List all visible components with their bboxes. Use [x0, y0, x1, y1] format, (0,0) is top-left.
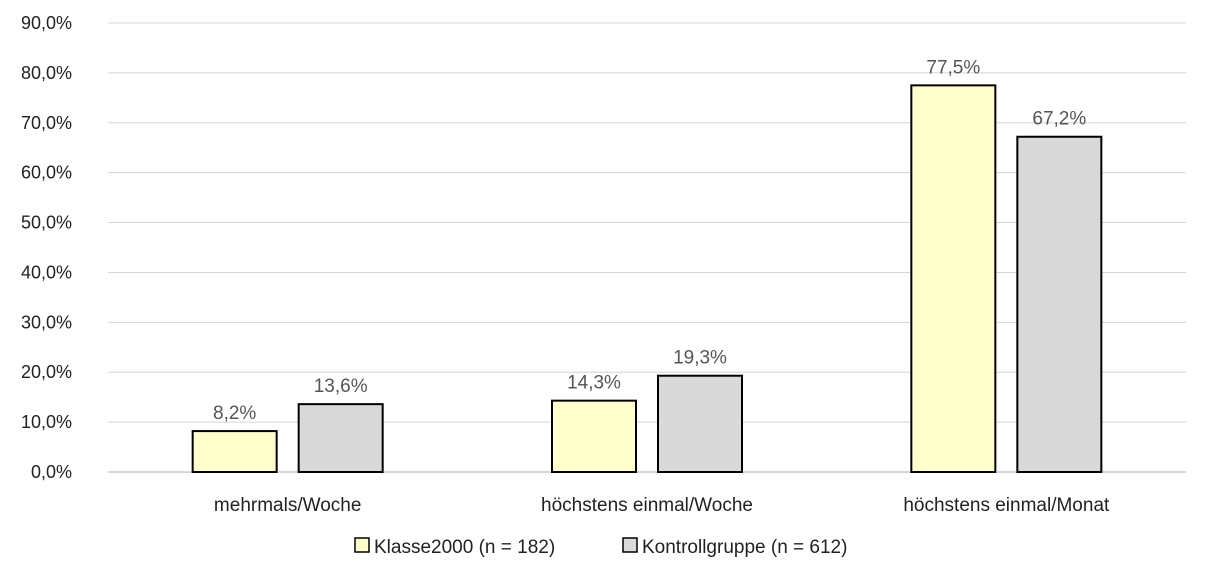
- data-label: 8,2%: [213, 403, 256, 424]
- x-axis-category-labels: mehrmals/Woche höchstens einmal/Woche höch…: [214, 495, 1110, 516]
- data-label: 67,2%: [1032, 109, 1086, 130]
- bar: [191, 430, 278, 474]
- y-tick-label: 10,0%: [21, 412, 72, 432]
- x-tick-label: höchstens einmal/Monat: [903, 495, 1110, 516]
- x-tick-label: höchstens einmal/Woche: [541, 495, 753, 516]
- y-tick-label: 50,0%: [21, 213, 72, 233]
- legend-swatch: [354, 537, 370, 553]
- y-tick-label: 70,0%: [21, 113, 72, 133]
- y-tick-label: 90,0%: [21, 13, 72, 33]
- bar: [551, 399, 637, 473]
- data-label: 14,3%: [567, 373, 621, 394]
- bar: [1016, 135, 1103, 473]
- legend: Klasse2000 (n = 182) Kontrollgruppe (n = …: [354, 537, 847, 558]
- x-tick-label: mehrmals/Woche: [214, 495, 361, 516]
- y-tick-label: 0,0%: [31, 462, 72, 482]
- data-labels: 8,2% 13,6% 14,3% 19,3% 77,5% 67,2%: [213, 57, 1086, 424]
- gridlines: [108, 22, 1186, 473]
- data-label: 19,3%: [673, 348, 727, 369]
- legend-swatch: [622, 537, 638, 553]
- legend-label: Klasse2000 (n = 182): [374, 537, 555, 558]
- bar: [910, 84, 997, 473]
- y-axis-tick-labels: 0,0% 10,0% 20,0% 30,0% 40,0% 50,0% 60,0% 70,0% 8…: [21, 13, 72, 482]
- bars: [191, 84, 1103, 474]
- legend-label: Kontrollgruppe (n = 612): [642, 537, 847, 558]
- bar: [657, 374, 743, 473]
- data-label: 77,5%: [926, 57, 980, 78]
- y-tick-label: 30,0%: [21, 312, 72, 332]
- data-label: 13,6%: [314, 376, 368, 397]
- y-tick-label: 80,0%: [21, 63, 72, 83]
- y-tick-label: 20,0%: [21, 362, 72, 382]
- y-tick-label: 40,0%: [21, 262, 72, 282]
- bar: [297, 403, 384, 474]
- y-tick-label: 60,0%: [21, 163, 72, 183]
